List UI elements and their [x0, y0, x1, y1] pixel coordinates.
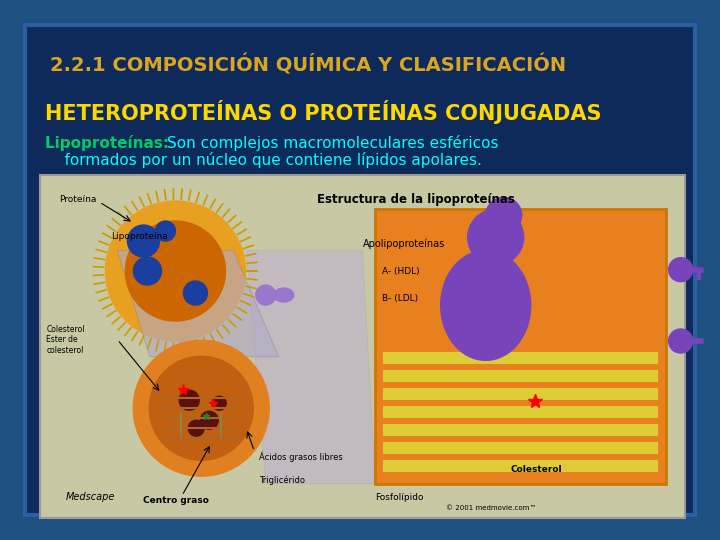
Text: Colesterol: Colesterol [511, 465, 562, 475]
FancyBboxPatch shape [375, 210, 666, 484]
FancyBboxPatch shape [384, 424, 657, 436]
Text: Triglicérido: Triglicérido [259, 476, 305, 485]
Text: © 2001 medmovie.com™: © 2001 medmovie.com™ [446, 505, 536, 511]
Text: 2.2.1 COMPOSICIÓN QUÍMICA Y CLASIFICACIÓN: 2.2.1 COMPOSICIÓN QUÍMICA Y CLASIFICACIÓ… [50, 55, 566, 76]
FancyBboxPatch shape [384, 406, 657, 418]
Text: A- (HDL): A- (HDL) [382, 267, 420, 275]
Circle shape [125, 221, 225, 321]
Text: Estructura de la lipoproteínas: Estructura de la lipoproteínas [318, 192, 516, 206]
FancyBboxPatch shape [40, 175, 685, 518]
FancyBboxPatch shape [384, 442, 657, 454]
Text: Medscape: Medscape [66, 492, 115, 502]
Circle shape [149, 356, 253, 460]
Circle shape [156, 221, 176, 241]
Text: Apolipoproteínas: Apolipoproteínas [362, 238, 445, 249]
Text: Colesterol
Ester de
colesterol: Colesterol Ester de colesterol [47, 325, 85, 355]
Circle shape [184, 281, 207, 305]
FancyBboxPatch shape [384, 460, 657, 472]
Circle shape [468, 210, 523, 265]
Text: Son complejos macromoleculares esféricos: Son complejos macromoleculares esféricos [167, 135, 498, 151]
Circle shape [486, 197, 522, 233]
Circle shape [133, 257, 161, 285]
FancyBboxPatch shape [25, 25, 695, 515]
Circle shape [669, 258, 693, 282]
Circle shape [200, 411, 218, 429]
Ellipse shape [441, 251, 531, 360]
Polygon shape [117, 251, 279, 357]
Circle shape [669, 329, 693, 353]
Text: Fosfolípido: Fosfolípido [375, 493, 424, 502]
Text: B- (LDL): B- (LDL) [382, 294, 418, 303]
Ellipse shape [274, 288, 294, 302]
Text: Proteína: Proteína [59, 194, 96, 204]
Circle shape [133, 340, 269, 476]
FancyBboxPatch shape [384, 352, 657, 364]
Text: Centro graso: Centro graso [143, 496, 209, 505]
Text: Lipoproteína: Lipoproteína [111, 232, 168, 241]
Text: formados por un núcleo que contiene lípidos apolares.: formados por un núcleo que contiene lípi… [45, 152, 482, 168]
Circle shape [212, 396, 226, 410]
Circle shape [256, 285, 276, 305]
Text: HETEROPROTEÍNAS O PROTEÍNAS CONJUGADAS: HETEROPROTEÍNAS O PROTEÍNAS CONJUGADAS [45, 100, 601, 124]
Circle shape [127, 225, 159, 257]
Text: Ácidos grasos libres: Ácidos grasos libres [259, 451, 343, 462]
Circle shape [105, 201, 246, 341]
Polygon shape [246, 251, 375, 484]
Text: Lipoproteínas:: Lipoproteínas: [45, 135, 179, 151]
Circle shape [179, 390, 199, 410]
FancyBboxPatch shape [384, 370, 657, 382]
Circle shape [188, 420, 204, 436]
FancyBboxPatch shape [384, 388, 657, 400]
